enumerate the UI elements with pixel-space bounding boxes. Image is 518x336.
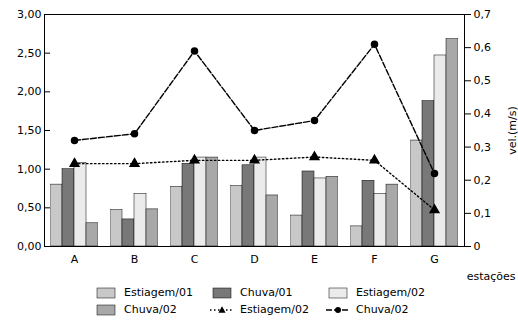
- html-text:Estiagem/02: Estiagem/02: [356, 286, 425, 299]
- html-text:Chuva/02: Chuva/02: [356, 303, 409, 316]
- svg-text:D: D: [250, 253, 258, 266]
- html-text:Chuva/02: Chuva/02: [124, 303, 177, 316]
- svg-text:0,00: 0,00: [17, 240, 42, 253]
- svg-text:1,00: 1,00: [17, 163, 42, 176]
- html-text:Estiagem/02: Estiagem/02: [240, 303, 309, 316]
- svg-text:G: G: [430, 253, 439, 266]
- svg-text:1,50: 1,50: [17, 124, 42, 137]
- svg-text:estações: estações: [467, 270, 516, 283]
- svg-text:0,3: 0,3: [474, 141, 492, 154]
- svg-text:F: F: [371, 253, 377, 266]
- svg-text:0,1: 0,1: [474, 207, 492, 220]
- html-text:Chuva/01: Chuva/01: [240, 286, 293, 299]
- svg-text:0,4: 0,4: [474, 107, 492, 120]
- svg-text:C: C: [191, 253, 199, 266]
- svg-text:2,00: 2,00: [17, 85, 42, 98]
- svg-text:0,7: 0,7: [474, 8, 492, 21]
- html-text:Estiagem/01: Estiagem/01: [124, 286, 193, 299]
- svg-text:0,6: 0,6: [474, 41, 492, 54]
- svg-text:vel.(m/s): vel.(m/s): [506, 106, 518, 155]
- svg-text:B: B: [131, 253, 139, 266]
- svg-text:0,2: 0,2: [474, 174, 492, 187]
- svg-text:0: 0: [474, 240, 481, 253]
- svg-text:A: A: [71, 253, 79, 266]
- svg-text:2,50: 2,50: [17, 47, 42, 60]
- svg-text:0,50: 0,50: [17, 201, 42, 214]
- svg-text:E: E: [311, 253, 318, 266]
- svg-text:3,00: 3,00: [17, 8, 42, 21]
- svg-text:0,5: 0,5: [474, 74, 492, 87]
